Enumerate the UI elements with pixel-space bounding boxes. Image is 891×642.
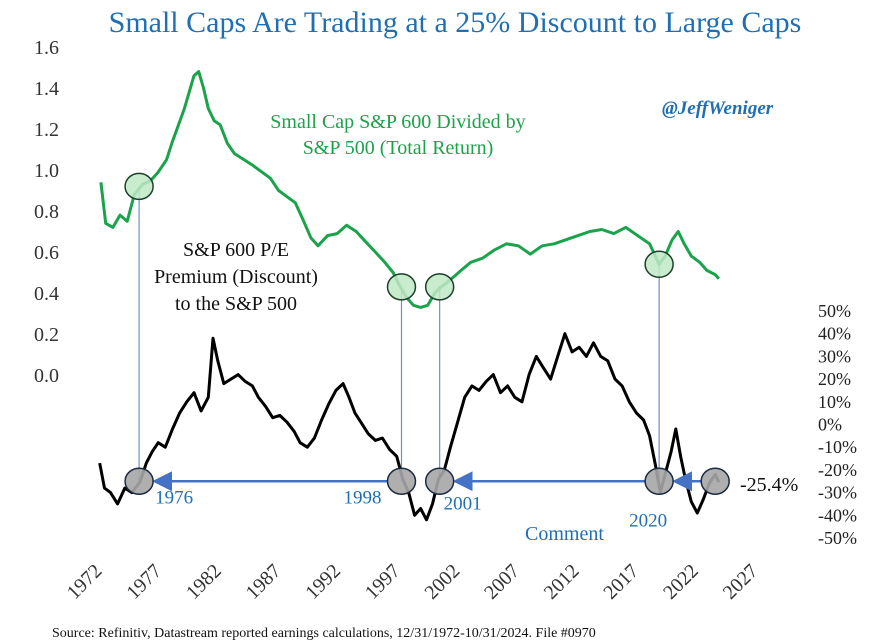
left-tick-label: 1.2: [34, 119, 59, 141]
year-label-1998: 1998: [343, 487, 381, 508]
green-highlight-circle: [644, 250, 674, 279]
right-tick-label: 30%: [818, 346, 851, 366]
series-line-small-cap-ratio: [99, 70, 720, 309]
gray-highlight-circle: [386, 467, 417, 495]
year-label-2020: 2020: [629, 510, 667, 531]
left-tick-label: 1.0: [34, 160, 59, 182]
x-tick-label: 2027: [719, 560, 763, 604]
x-tick-label: 1972: [63, 560, 107, 604]
green-highlight-circle: [124, 172, 154, 201]
right-tick-label: -40%: [818, 505, 857, 525]
x-tick-label: 1987: [242, 560, 286, 604]
right-tick-label: -30%: [818, 483, 857, 503]
black-series-label-line-1: S&P 600 P/E: [183, 239, 289, 261]
year-label-2001: 2001: [444, 493, 482, 514]
right-tick-label: 0%: [818, 415, 842, 435]
right-axis-ticks: 50% 40%30% 20% 10% 0%-10% -20% -30%-40% -50%: [818, 301, 857, 548]
x-tick-label: 2017: [599, 560, 643, 604]
right-tick-label: 10%: [818, 392, 851, 412]
comment-label: Comment: [525, 523, 604, 545]
left-tick-label: 0.4: [34, 283, 59, 305]
left-tick-label: 1.4: [34, 78, 59, 100]
gray-highlight-circle: [644, 467, 674, 495]
right-tick-label: 40%: [818, 324, 851, 344]
green-series-label: Small Cap S&P 600 Divided by S&P 500 (To…: [270, 111, 525, 159]
green-highlight-circle: [424, 273, 455, 301]
year-label-1976: 1976: [155, 487, 193, 508]
x-tick-label: 1997: [361, 560, 405, 604]
black-series-label-line-2: Premium (Discount): [154, 266, 318, 288]
gray-highlight-circle: [124, 467, 154, 495]
x-tick-label: 1992: [301, 560, 345, 604]
left-tick-label: 0.8: [34, 201, 59, 223]
right-tick-label: -50%: [818, 528, 857, 548]
x-tick-label: 2002: [421, 560, 465, 604]
left-tick-label: 1.6: [34, 37, 59, 59]
right-tick-label: 50%: [818, 301, 851, 321]
gray-highlight-circle: [700, 467, 730, 495]
gray-highlight-circle: [424, 467, 455, 495]
x-tick-label: 2012: [540, 560, 584, 604]
connector-lines: [138, 186, 660, 482]
black-series-label-line-3: to the S&P 500: [175, 293, 297, 315]
highlight-year-labels: 1976 1998 2001 2020: [155, 487, 667, 531]
right-tick-label: 20%: [818, 369, 851, 389]
right-tick-label: -10%: [818, 437, 857, 457]
x-tick-label: 1977: [122, 560, 166, 604]
source-note: Source: Refinitiv, Datastream reported e…: [52, 626, 596, 641]
handle-label: @JeffWeniger: [662, 98, 774, 119]
end-value-label: -25.4%: [740, 474, 798, 496]
series-line-pe-premium: [98, 332, 721, 522]
highlight-circles: [124, 172, 730, 495]
left-tick-label: 0.6: [34, 242, 59, 264]
green-series-label-line-1: Small Cap S&P 600 Divided by: [270, 111, 525, 133]
green-series-label-line-2: S&P 500 (Total Return): [303, 137, 494, 159]
x-tick-label: 2007: [480, 560, 524, 604]
right-tick-label: -20%: [818, 460, 857, 480]
green-highlight-circle: [386, 273, 417, 301]
x-axis-ticks: 1972 1977 1982 1987 1992 1997 2002 2007 2012 2017…: [63, 560, 763, 604]
chart-title: Small Caps Are Trading at a 25% Discount…: [109, 6, 802, 39]
left-tick-label: 0.0: [34, 365, 59, 387]
x-tick-label: 2022: [659, 560, 703, 604]
left-tick-label: 0.2: [34, 324, 59, 346]
x-tick-label: 1982: [182, 560, 226, 604]
left-axis-ticks: 1.6 1.4 1.2 1.0 0.8 0.6 0.4 0.2 0.0: [34, 37, 59, 387]
black-series-label: S&P 600 P/E Premium (Discount) to the S&…: [154, 239, 318, 315]
